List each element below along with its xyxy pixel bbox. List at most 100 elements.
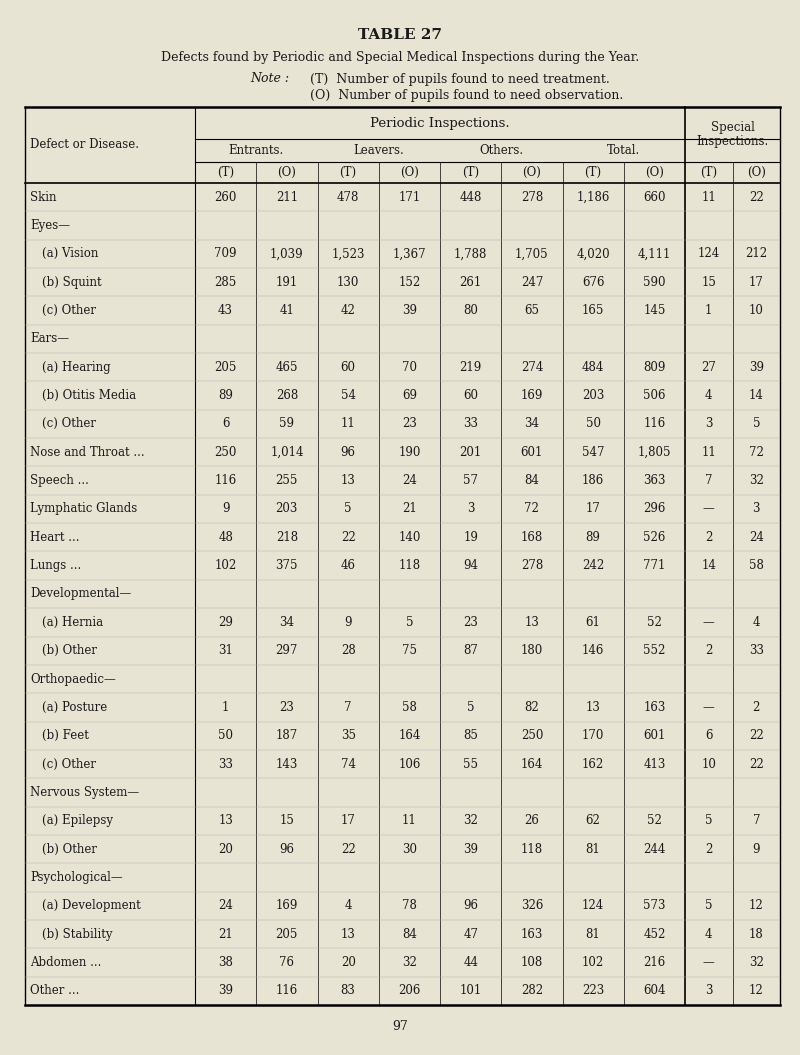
Text: 76: 76 [279,956,294,968]
Text: 57: 57 [463,474,478,487]
Text: 219: 219 [459,361,482,373]
Text: 163: 163 [521,927,543,941]
Text: 4: 4 [753,616,760,629]
Text: 85: 85 [463,729,478,743]
Text: 186: 186 [582,474,604,487]
Text: 61: 61 [586,616,601,629]
Text: 80: 80 [463,304,478,318]
Text: Special
Inspections.: Special Inspections. [696,120,769,149]
Text: 84: 84 [402,927,417,941]
Text: 296: 296 [643,502,666,516]
Text: 465: 465 [276,361,298,373]
Text: (O): (O) [400,166,419,179]
Text: 20: 20 [341,956,355,968]
Text: 52: 52 [647,616,662,629]
Text: Developmental—: Developmental— [30,588,131,600]
Text: Nervous System—: Nervous System— [30,786,139,799]
Text: 33: 33 [749,645,764,657]
Text: 3: 3 [705,418,713,430]
Text: 170: 170 [582,729,604,743]
Text: Entrants.: Entrants. [229,143,284,157]
Text: 27: 27 [702,361,716,373]
Text: Psychological—: Psychological— [30,871,122,884]
Text: (a) Development: (a) Development [42,899,141,913]
Text: 5: 5 [705,814,713,827]
Text: (b) Squint: (b) Squint [42,275,102,289]
Text: 171: 171 [398,191,421,204]
Text: 96: 96 [463,899,478,913]
Text: 130: 130 [337,275,359,289]
Text: 21: 21 [402,502,417,516]
Text: 89: 89 [586,531,601,543]
Text: 39: 39 [463,843,478,856]
Text: 47: 47 [463,927,478,941]
Text: 14: 14 [749,389,764,402]
Text: Note :: Note : [250,73,289,85]
Text: 43: 43 [218,304,233,318]
Text: Heart ...: Heart ... [30,531,79,543]
Text: 6: 6 [222,418,230,430]
Text: Periodic Inspections.: Periodic Inspections. [370,116,510,130]
Text: 34: 34 [524,418,539,430]
Text: 15: 15 [702,275,716,289]
Text: 452: 452 [643,927,666,941]
Text: 169: 169 [276,899,298,913]
Text: 75: 75 [402,645,417,657]
Text: 26: 26 [525,814,539,827]
Text: 1,367: 1,367 [393,247,426,261]
Text: 1,014: 1,014 [270,446,304,459]
Text: 709: 709 [214,247,237,261]
Text: 3: 3 [705,984,713,997]
Text: 22: 22 [341,531,355,543]
Text: 59: 59 [279,418,294,430]
Text: (a) Hearing: (a) Hearing [42,361,110,373]
Text: 33: 33 [463,418,478,430]
Text: 478: 478 [337,191,359,204]
Text: 20: 20 [218,843,233,856]
Text: 70: 70 [402,361,417,373]
Text: 116: 116 [276,984,298,997]
Text: 7: 7 [344,701,352,714]
Text: 44: 44 [463,956,478,968]
Text: 55: 55 [463,757,478,770]
Text: 4,111: 4,111 [638,247,671,261]
Text: 32: 32 [749,474,764,487]
Text: 102: 102 [582,956,604,968]
Text: 5: 5 [467,701,474,714]
Text: 118: 118 [398,559,421,572]
Text: (T)  Number of pupils found to need treatment.: (T) Number of pupils found to need treat… [310,73,610,85]
Text: 242: 242 [582,559,604,572]
Text: (a) Vision: (a) Vision [42,247,98,261]
Text: 50: 50 [218,729,233,743]
Text: 250: 250 [214,446,237,459]
Text: 205: 205 [276,927,298,941]
Text: Abdomen ...: Abdomen ... [30,956,102,968]
Text: 268: 268 [276,389,298,402]
Text: 22: 22 [341,843,355,856]
Text: 13: 13 [341,474,355,487]
Text: 413: 413 [643,757,666,770]
Text: 5: 5 [406,616,413,629]
Text: Ears—: Ears— [30,332,69,345]
Text: (a) Epilepsy: (a) Epilepsy [42,814,113,827]
Text: (O): (O) [645,166,664,179]
Text: (T): (T) [339,166,357,179]
Text: 7: 7 [705,474,713,487]
Text: 96: 96 [279,843,294,856]
Text: 1,788: 1,788 [454,247,487,261]
Text: 58: 58 [749,559,764,572]
Text: (O): (O) [747,166,766,179]
Text: 2: 2 [705,645,713,657]
Text: 87: 87 [463,645,478,657]
Text: 9: 9 [222,502,230,516]
Text: 162: 162 [582,757,604,770]
Text: 118: 118 [521,843,543,856]
Text: —: — [703,616,714,629]
Text: 22: 22 [749,191,764,204]
Text: 7: 7 [753,814,760,827]
Text: 82: 82 [525,701,539,714]
Text: 260: 260 [214,191,237,204]
Text: 60: 60 [463,389,478,402]
Text: 69: 69 [402,389,417,402]
Text: Speech ...: Speech ... [30,474,89,487]
